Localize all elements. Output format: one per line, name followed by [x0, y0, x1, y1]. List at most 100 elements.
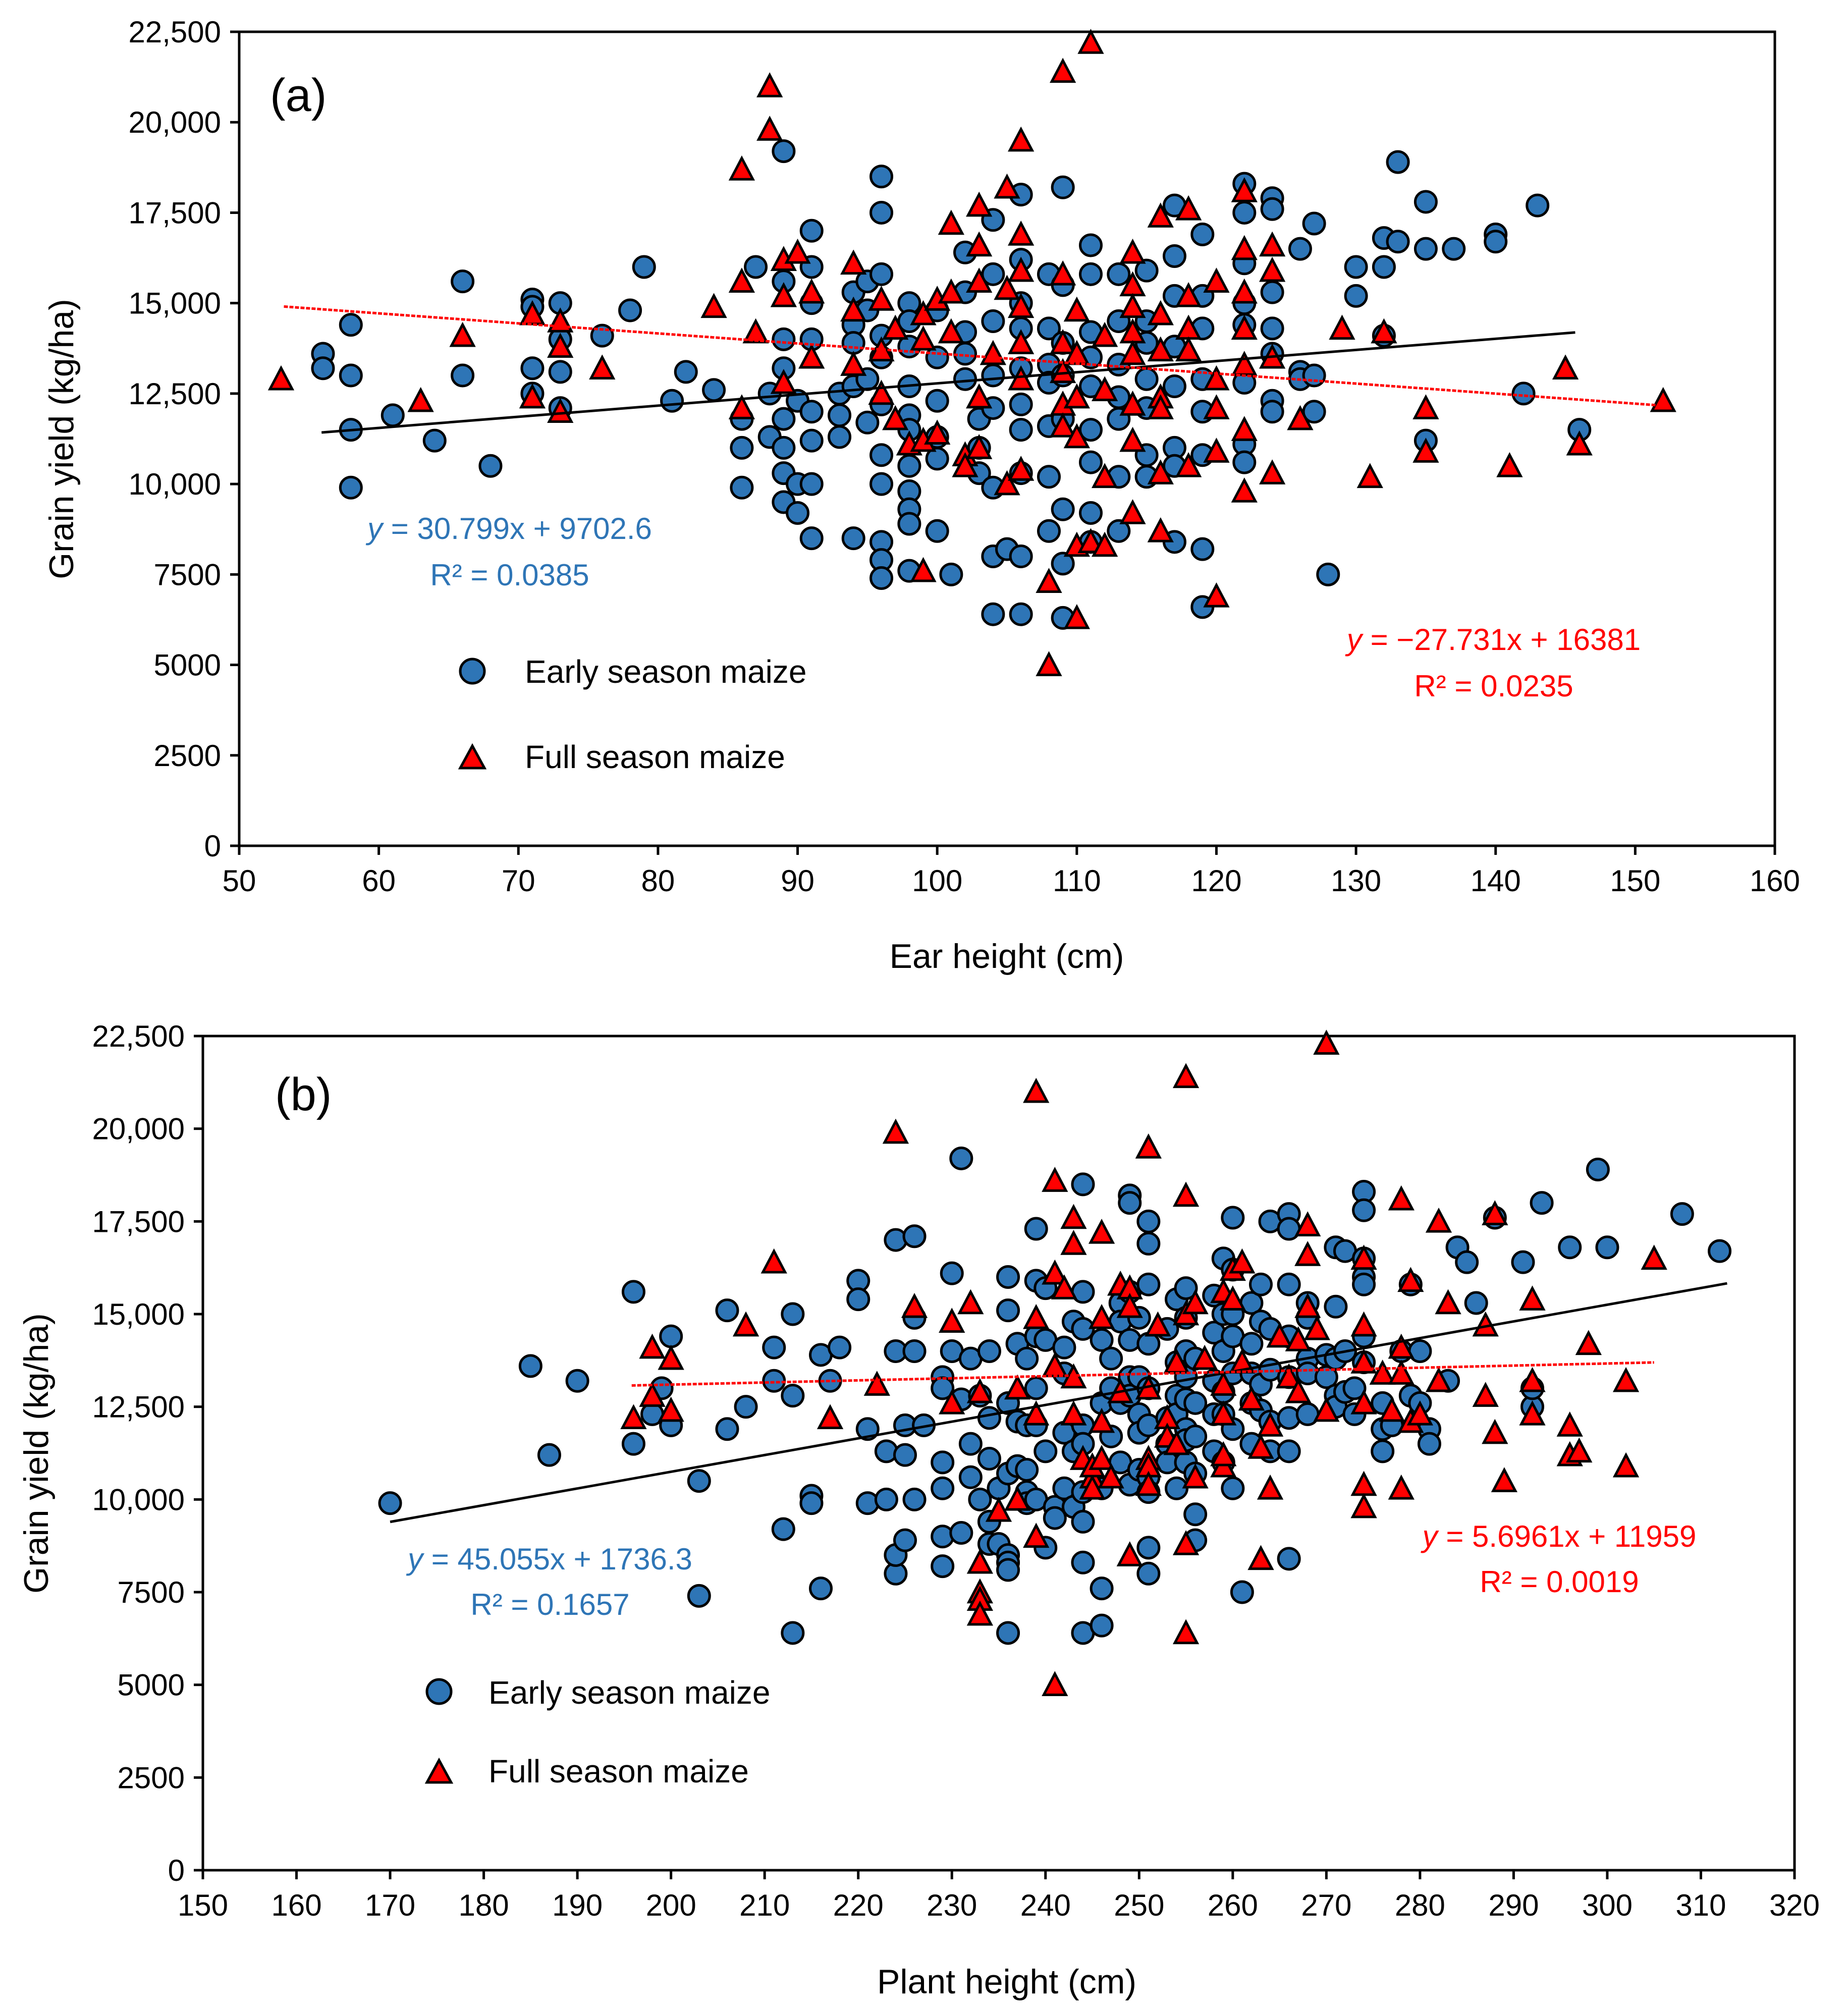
- data-point-early: [659, 1324, 683, 1348]
- data-point-early: [1090, 1328, 1114, 1352]
- data-point-early: [674, 360, 698, 384]
- data-point-full: [957, 1289, 984, 1315]
- data-point-full: [1036, 568, 1062, 593]
- y-tick-label: 15,000: [128, 287, 221, 320]
- data-point-early: [1162, 374, 1186, 399]
- data-point-early: [1232, 450, 1257, 474]
- data-point-full: [1060, 1400, 1087, 1426]
- data-point-full: [742, 318, 769, 344]
- y-tick-label: 7500: [154, 558, 221, 591]
- data-point-early: [1078, 450, 1103, 474]
- data-point-early: [893, 1528, 917, 1552]
- data-point-full: [1210, 1441, 1237, 1466]
- data-point-full: [1294, 1241, 1321, 1266]
- data-point-early: [1324, 1294, 1348, 1319]
- data-point-early: [949, 1146, 973, 1170]
- data-point-full: [1119, 340, 1146, 365]
- data-point-early: [762, 1335, 786, 1360]
- data-point-full: [589, 354, 616, 380]
- data-point-full: [939, 1389, 965, 1415]
- y-axis-ticks-b: 0 2500 5000 7500 10,000 12,500 15,000 17,500 20,…: [92, 1019, 203, 1887]
- data-point-early: [1034, 1439, 1058, 1463]
- data-point-full: [1259, 459, 1286, 484]
- data-point-early: [1107, 519, 1131, 543]
- data-point-full: [728, 155, 755, 181]
- data-point-full: [1566, 1437, 1593, 1463]
- x-tick-label: 200: [646, 1888, 696, 1922]
- data-point-early: [339, 363, 363, 388]
- data-point-early: [786, 501, 810, 525]
- data-point-full: [1397, 1267, 1424, 1292]
- trend-equation-full-b: y = 5.6961x + 11959: [1421, 1519, 1697, 1553]
- data-point-full: [1145, 1311, 1171, 1337]
- data-point-early: [518, 1354, 542, 1378]
- data-point-full: [1203, 365, 1230, 391]
- data-point-full: [1008, 365, 1035, 391]
- data-point-early: [730, 436, 754, 460]
- data-point-early: [1595, 1235, 1619, 1260]
- data-point-full: [1350, 1389, 1377, 1415]
- data-point-early: [1302, 211, 1326, 236]
- panel-label-a: (a): [270, 70, 327, 121]
- data-point-full: [1350, 1493, 1377, 1518]
- data-point-early: [772, 327, 796, 351]
- data-point-full: [1172, 1181, 1200, 1207]
- data-point-full: [547, 333, 574, 358]
- data-point-early: [772, 436, 796, 460]
- data-point-full: [1042, 1259, 1068, 1285]
- data-point-early: [1352, 1198, 1376, 1222]
- y-tick-label: 10,000: [128, 467, 221, 501]
- data-point-early: [1183, 1424, 1208, 1448]
- data-point-full: [1435, 1289, 1461, 1315]
- y-tick-label: 22,500: [92, 1019, 185, 1053]
- data-point-full: [1575, 1330, 1602, 1355]
- data-point-early: [1417, 1432, 1441, 1456]
- data-point-early: [1302, 363, 1326, 388]
- data-point-early: [1414, 237, 1438, 261]
- data-point-full: [547, 307, 574, 333]
- data-point-early: [1344, 255, 1368, 279]
- data-point-full: [863, 1371, 890, 1396]
- data-point-early: [687, 1584, 711, 1608]
- data-point-full: [1063, 604, 1090, 629]
- legend-circle-marker-b: [425, 1678, 453, 1705]
- data-point-early: [1024, 1217, 1048, 1241]
- y-tick-label: 20,000: [128, 105, 221, 139]
- legend-triangle-marker-a: [458, 743, 487, 770]
- data-point-early: [1134, 367, 1159, 391]
- data-point-full: [966, 231, 993, 257]
- data-point-full: [1175, 452, 1202, 477]
- data-point-early: [1037, 519, 1061, 543]
- data-point-early: [855, 410, 880, 434]
- data-point-full: [1079, 1474, 1106, 1500]
- x-tick-label: 90: [781, 864, 814, 898]
- data-point-early: [1248, 1272, 1273, 1296]
- y-tick-label: 17,500: [128, 196, 221, 230]
- data-point-early: [1174, 1276, 1198, 1300]
- data-point-early: [1024, 1376, 1048, 1400]
- data-point-early: [1526, 193, 1550, 218]
- y-tick-label: 5000: [118, 1668, 185, 1702]
- data-point-early: [744, 255, 768, 279]
- x-tick-label: 230: [927, 1888, 977, 1922]
- x-tick-label: 280: [1395, 1888, 1445, 1922]
- data-point-full: [1050, 412, 1076, 438]
- data-point-early: [781, 1302, 805, 1326]
- data-point-full: [1191, 1344, 1218, 1370]
- data-point-early: [1118, 1328, 1142, 1352]
- data-point-full: [1350, 1244, 1377, 1270]
- data-point-early: [828, 403, 852, 427]
- data-point-early: [958, 1465, 983, 1489]
- data-point-full: [1266, 1322, 1293, 1348]
- y-axis-label-b: Grain yield (kg/ha): [17, 1313, 56, 1594]
- data-point-full: [1008, 329, 1035, 354]
- data-point-full: [1231, 235, 1258, 260]
- data-point-full: [1412, 438, 1439, 463]
- data-point-early: [781, 1621, 805, 1645]
- data-point-early: [1009, 392, 1033, 416]
- data-point-full: [1119, 499, 1146, 524]
- data-point-early: [1090, 1577, 1114, 1601]
- data-point-early: [884, 1228, 908, 1252]
- data-point-full: [1008, 126, 1035, 152]
- data-point-full: [1203, 438, 1230, 463]
